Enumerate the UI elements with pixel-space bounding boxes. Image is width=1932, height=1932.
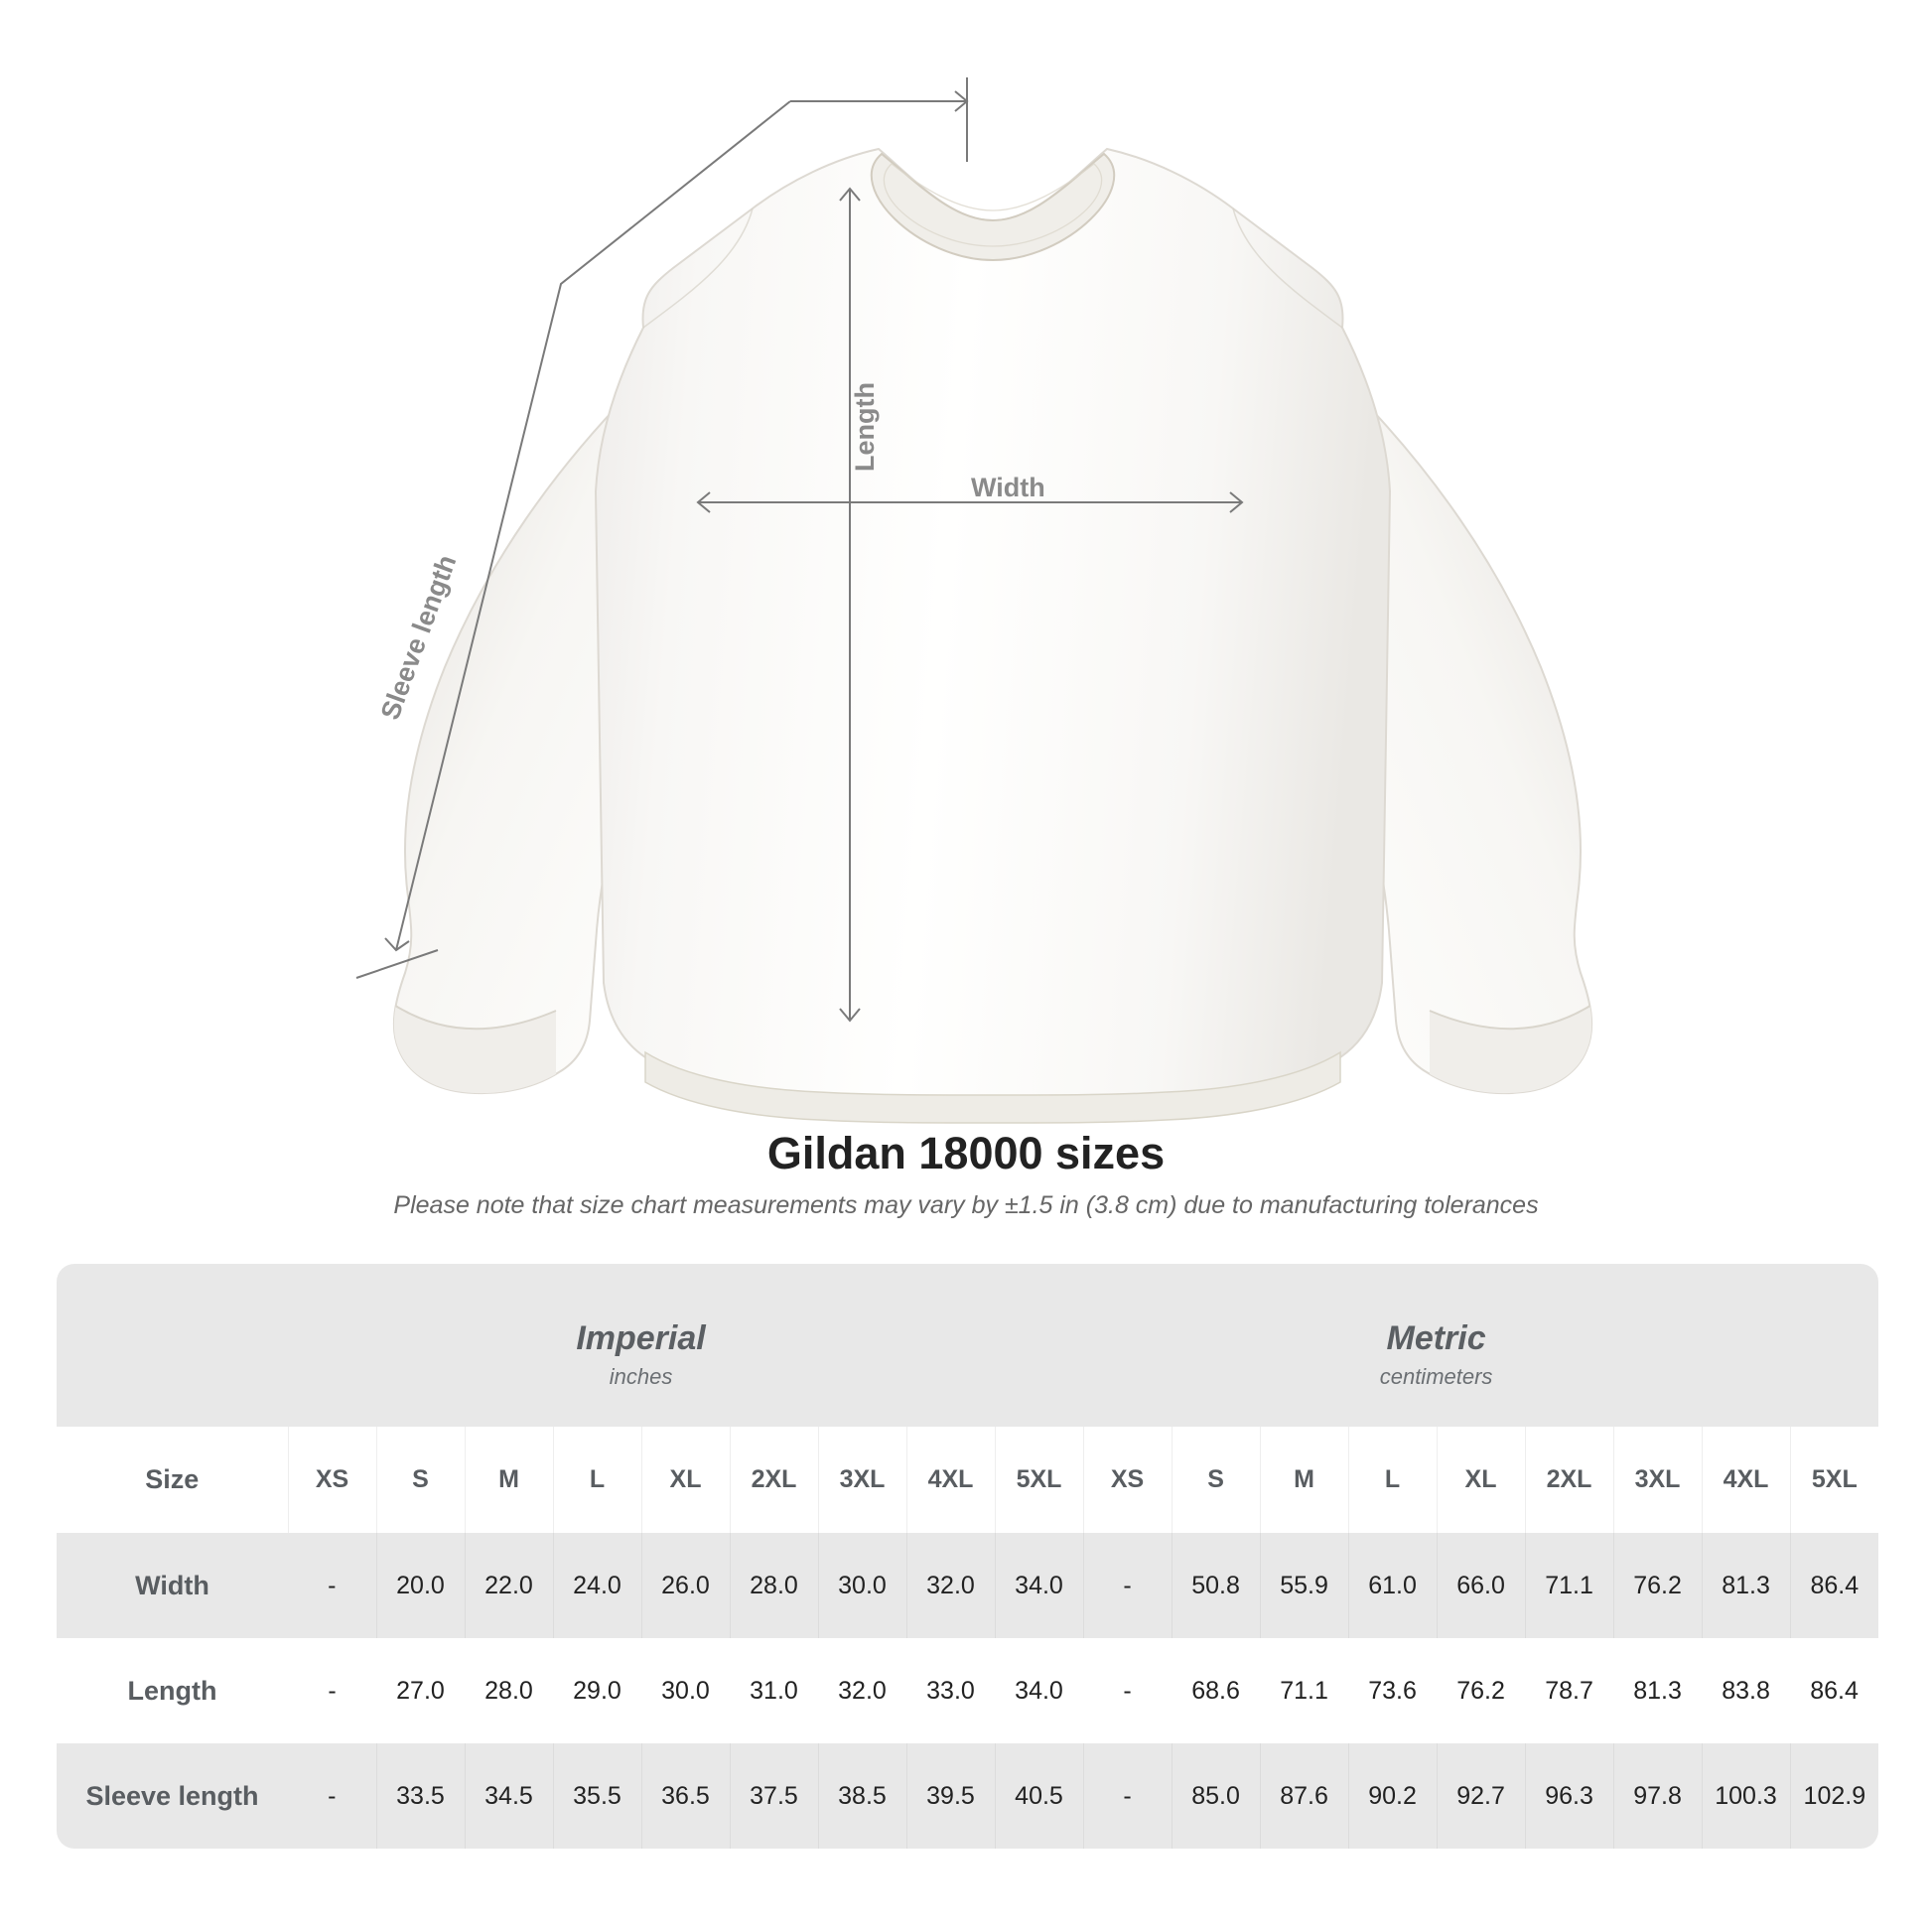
svg-text:Length: Length <box>850 382 880 472</box>
svg-text:Width: Width <box>971 473 1045 502</box>
